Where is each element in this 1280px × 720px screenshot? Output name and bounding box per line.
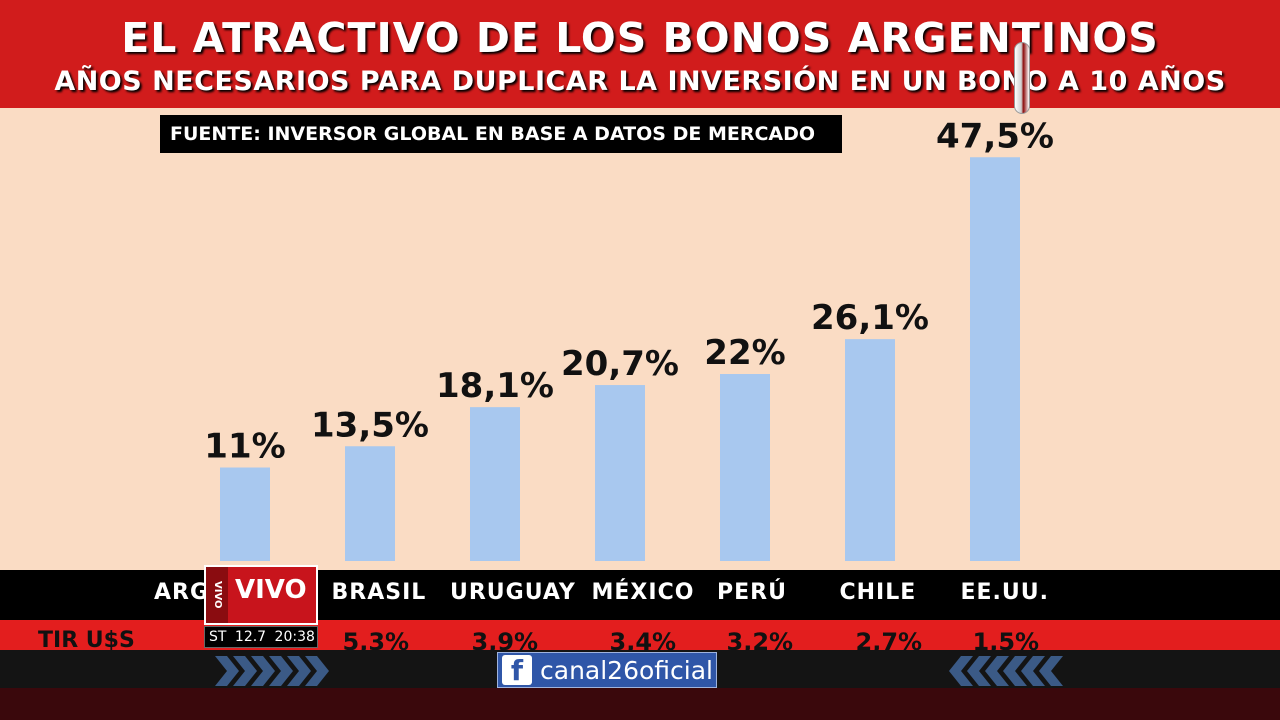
facebook-handle: canal26oficial	[540, 656, 713, 685]
bar-argentina	[220, 467, 270, 561]
pointer-pin-icon	[1014, 42, 1030, 114]
chevrons-left-icon	[949, 656, 1063, 686]
bar-ee-uu-	[970, 157, 1020, 561]
chart-subtitle: AÑOS NECESARIOS PARA DUPLICAR LA INVERSI…	[54, 66, 1226, 97]
bar-chile	[845, 339, 895, 561]
facebook-icon: f	[502, 655, 532, 687]
bar-value-label: 47,5%	[936, 116, 1054, 156]
tir-value: 5,3%	[342, 628, 410, 650]
tir-value: 3,2%	[726, 628, 794, 650]
chart-title: EL ATRACTIVO DE LOS BONOS ARGENTINOS	[121, 14, 1159, 62]
category-label: PERÚ	[717, 580, 787, 605]
clock-temperature: 12.7	[234, 629, 267, 645]
source-label: FUENTE: INVERSOR GLOBAL EN BASE A DATOS …	[160, 115, 842, 153]
live-badge-text: VIVO	[235, 575, 307, 605]
category-label: ARG	[154, 580, 210, 605]
tir-value: 1,5%	[972, 628, 1040, 650]
bottom-strip	[0, 688, 1280, 720]
category-label: BRASIL	[331, 580, 427, 605]
bar-m-xico	[595, 385, 645, 561]
facebook-banner	[497, 652, 717, 688]
live-small-label: VIVO	[206, 567, 228, 623]
tir-value: 3,4%	[609, 628, 677, 650]
bar-value-label: 11%	[204, 427, 285, 467]
tir-row-label: TIR U$S	[38, 628, 135, 650]
chevrons-right-icon	[215, 656, 329, 686]
bar-per-	[720, 374, 770, 561]
tir-value: 3,9%	[471, 628, 539, 650]
bar-brasil	[345, 446, 395, 561]
bar-value-label: 13,5%	[311, 405, 429, 445]
clock-bar: ST 12.7 20:38	[204, 626, 318, 648]
bar-uruguay	[470, 407, 520, 561]
category-label: CHILE	[839, 580, 917, 605]
bar-value-label: 22%	[704, 333, 785, 373]
category-label: MÉXICO	[591, 580, 695, 605]
bar-value-label: 26,1%	[811, 298, 929, 338]
tir-value: 2,7%	[855, 628, 923, 650]
header-banner	[0, 0, 1280, 108]
clock-channel: ST	[209, 629, 227, 645]
category-label: URUGUAY	[450, 580, 576, 605]
clock-time: 20:38	[274, 629, 315, 645]
category-label: EE.UU.	[960, 580, 1049, 605]
bar-value-label: 20,7%	[561, 344, 679, 384]
bar-value-label: 18,1%	[436, 366, 554, 406]
